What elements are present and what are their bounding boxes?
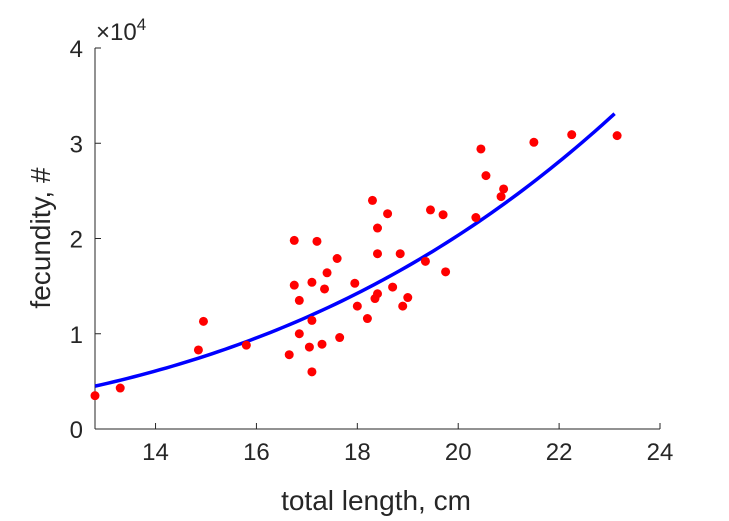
data-point bbox=[471, 213, 481, 223]
y-multiplier-base: ×10 bbox=[96, 19, 137, 46]
data-point bbox=[567, 130, 577, 140]
data-point bbox=[317, 339, 327, 349]
data-point bbox=[398, 301, 408, 311]
y-tick-label: 0 bbox=[70, 417, 83, 444]
data-point bbox=[438, 210, 448, 220]
x-tick-label: 20 bbox=[445, 439, 472, 466]
data-point bbox=[373, 289, 382, 299]
data-points bbox=[90, 130, 622, 401]
data-point bbox=[476, 144, 486, 154]
data-point bbox=[499, 184, 509, 194]
x-tick-label: 18 bbox=[344, 439, 371, 466]
data-point bbox=[307, 277, 317, 287]
x-axis-label: total length, cm bbox=[281, 485, 471, 516]
y-multiplier-exponent: 4 bbox=[137, 15, 146, 34]
data-point bbox=[307, 315, 317, 325]
data-point bbox=[403, 293, 413, 303]
x-tick-label: 16 bbox=[243, 439, 270, 466]
data-point bbox=[352, 301, 362, 311]
data-point bbox=[307, 367, 317, 377]
y-tick-label: 2 bbox=[70, 227, 83, 254]
fit-line-layer bbox=[94, 112, 616, 388]
x-tick-label: 22 bbox=[546, 439, 573, 466]
data-point bbox=[193, 345, 203, 355]
data-point bbox=[322, 268, 332, 278]
data-point bbox=[312, 236, 322, 246]
data-point bbox=[612, 131, 622, 141]
data-point bbox=[332, 254, 342, 263]
data-point bbox=[496, 192, 506, 202]
data-point bbox=[115, 383, 125, 393]
y-axis-multiplier: ×104 bbox=[96, 15, 146, 46]
data-point bbox=[425, 205, 435, 215]
data-point bbox=[383, 209, 393, 219]
data-point bbox=[420, 256, 430, 266]
y-tick-label: 4 bbox=[70, 36, 83, 63]
data-point bbox=[304, 342, 314, 352]
data-point bbox=[481, 171, 491, 181]
data-point bbox=[395, 249, 405, 259]
y-axis-label: fecundity, # bbox=[25, 167, 56, 309]
data-point bbox=[529, 137, 539, 147]
data-point bbox=[90, 391, 100, 401]
y-tick-label: 1 bbox=[70, 322, 83, 349]
fit-curve bbox=[94, 112, 616, 388]
data-point bbox=[335, 333, 345, 343]
data-point bbox=[367, 195, 377, 205]
data-point bbox=[284, 350, 294, 360]
data-point bbox=[198, 316, 208, 326]
y-tick-label: 3 bbox=[70, 131, 83, 158]
data-point bbox=[289, 280, 299, 290]
data-point bbox=[362, 314, 372, 324]
axes: 14 16 18 20 22 24 0 1 2 3 4 bbox=[70, 36, 674, 466]
data-point bbox=[294, 329, 304, 339]
data-point bbox=[441, 267, 451, 277]
data-point bbox=[241, 340, 251, 350]
data-point bbox=[388, 282, 398, 292]
data-point bbox=[350, 278, 360, 288]
data-point bbox=[373, 223, 382, 233]
data-point bbox=[294, 295, 304, 305]
data-point bbox=[373, 249, 382, 259]
data-point bbox=[320, 284, 330, 294]
x-tick-label: 14 bbox=[142, 439, 169, 466]
data-point bbox=[289, 235, 299, 245]
x-tick-label: 24 bbox=[647, 439, 674, 466]
